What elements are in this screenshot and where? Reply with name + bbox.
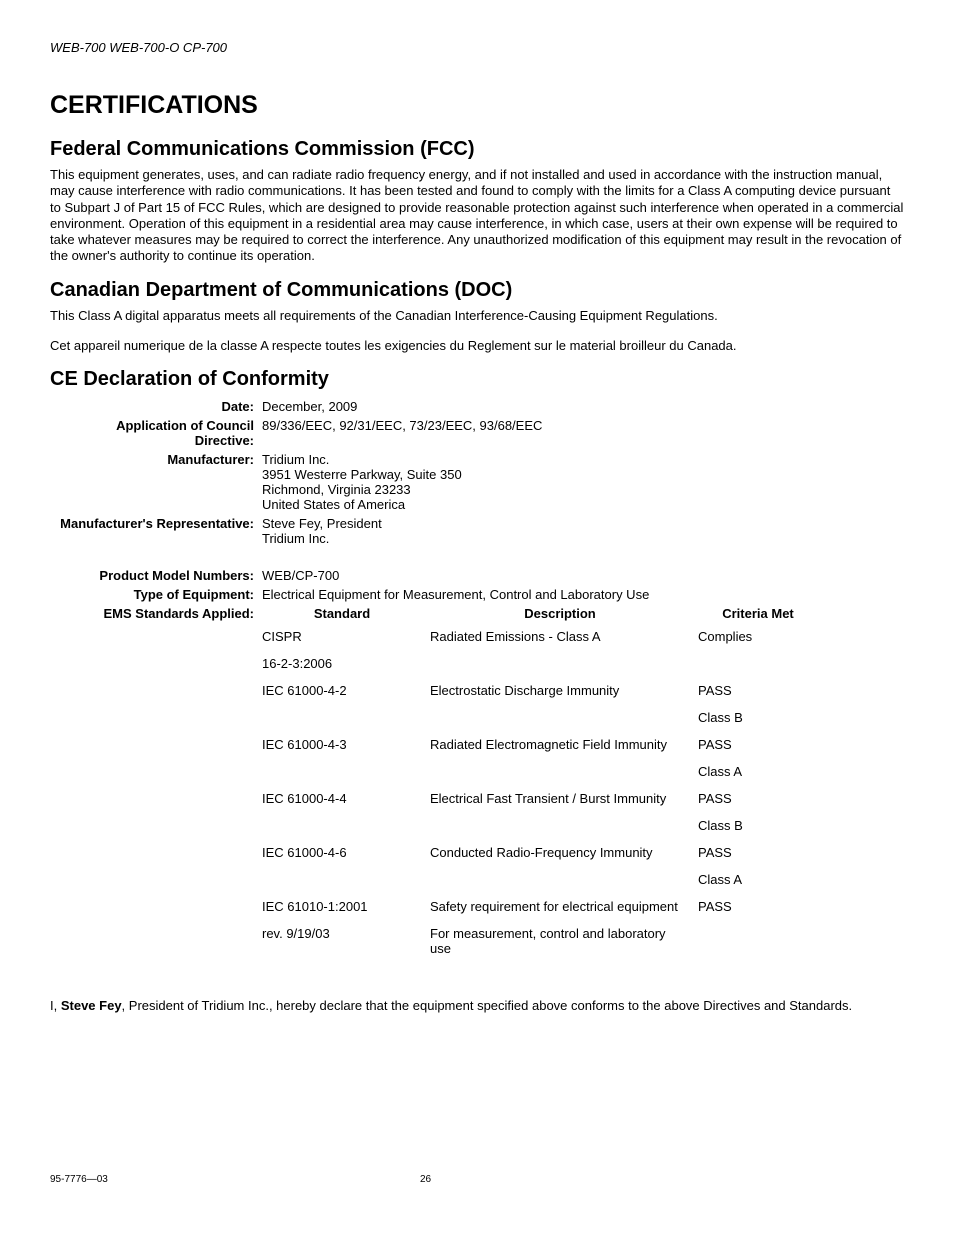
model-value: WEB/CP-700 xyxy=(258,566,822,585)
standards-row: IEC 61010-1:2001Safety requirement for e… xyxy=(50,893,822,920)
standards-row: Class A xyxy=(50,758,822,785)
criteria-cell xyxy=(694,920,822,962)
desc-cell xyxy=(426,758,694,785)
desc-cell xyxy=(426,866,694,893)
desc-cell: Conducted Radio-Frequency Immunity xyxy=(426,839,694,866)
decl-pre: I, xyxy=(50,998,61,1013)
model-label: Product Model Numbers: xyxy=(50,566,258,585)
app-value: 89/336/EEC, 92/31/EEC, 73/23/EEC, 93/68/… xyxy=(258,416,822,450)
std-cell xyxy=(258,866,426,893)
standards-row: Class A xyxy=(50,866,822,893)
desc-cell: For measurement, control and laboratory … xyxy=(426,920,694,962)
std-cell: IEC 61000-4-2 xyxy=(258,677,426,704)
criteria-cell: Class B xyxy=(694,704,822,731)
desc-cell: Radiated Electromagnetic Field Immunity xyxy=(426,731,694,758)
ce-declaration-table: Date: December, 2009 Application of Coun… xyxy=(50,397,822,962)
std-cell: rev. 9/19/03 xyxy=(258,920,426,962)
mfr-line2: 3951 Westerre Parkway, Suite 350 xyxy=(262,467,462,482)
page-footer: 95-7776—03 26 xyxy=(50,1174,904,1185)
doc-text-en: This Class A digital apparatus meets all… xyxy=(50,308,904,324)
decl-post: , President of Tridium Inc., hereby decl… xyxy=(122,998,853,1013)
standards-row: rev. 9/19/03For measurement, control and… xyxy=(50,920,822,962)
criteria-cell: PASS xyxy=(694,839,822,866)
date-value: December, 2009 xyxy=(258,397,822,416)
criteria-cell: PASS xyxy=(694,677,822,704)
std-cell: CISPR xyxy=(258,623,426,650)
rep-line1: Steve Fey, President xyxy=(262,516,382,531)
rep-line2: Tridium Inc. xyxy=(262,531,329,546)
mfr-label: Manufacturer: xyxy=(50,450,258,514)
standards-row: IEC 61000-4-6Conducted Radio-Frequency I… xyxy=(50,839,822,866)
declaration-statement: I, Steve Fey, President of Tridium Inc.,… xyxy=(50,998,904,1014)
desc-cell xyxy=(426,704,694,731)
std-cell xyxy=(258,812,426,839)
date-label: Date: xyxy=(50,397,258,416)
fcc-text: This equipment generates, uses, and can … xyxy=(50,167,904,265)
criteria-cell xyxy=(694,650,822,677)
std-cell xyxy=(258,704,426,731)
standards-row: IEC 61000-4-3Radiated Electromagnetic Fi… xyxy=(50,731,822,758)
page-header: WEB-700 WEB-700-O CP-700 xyxy=(50,40,904,55)
col-description: Description xyxy=(426,604,694,623)
std-cell: IEC 61000-4-6 xyxy=(258,839,426,866)
criteria-cell: Class A xyxy=(694,758,822,785)
std-cell: IEC 61010-1:2001 xyxy=(258,893,426,920)
standards-row: IEC 61000-4-2Electrostatic Discharge Imm… xyxy=(50,677,822,704)
rep-value: Steve Fey, President Tridium Inc. xyxy=(258,514,822,548)
std-cell: 16-2-3:2006 xyxy=(258,650,426,677)
col-standard: Standard xyxy=(258,604,426,623)
standards-row: Class B xyxy=(50,704,822,731)
criteria-cell: Class B xyxy=(694,812,822,839)
app-label: Application of Council Directive: xyxy=(50,416,258,450)
desc-cell xyxy=(426,650,694,677)
doc-heading: Canadian Department of Communications (D… xyxy=(50,279,904,302)
desc-cell: Safety requirement for electrical equipm… xyxy=(426,893,694,920)
std-cell: IEC 61000-4-4 xyxy=(258,785,426,812)
footer-page-number: 26 xyxy=(420,1174,431,1185)
type-label: Type of Equipment: xyxy=(50,585,258,604)
desc-cell: Electrical Fast Transient / Burst Immuni… xyxy=(426,785,694,812)
desc-cell xyxy=(426,812,694,839)
mfr-line3: Richmond, Virginia 23233 xyxy=(262,482,411,497)
ce-heading: CE Declaration of Conformity xyxy=(50,368,904,391)
criteria-cell: Complies xyxy=(694,623,822,650)
std-cell xyxy=(258,758,426,785)
fcc-heading: Federal Communications Commission (FCC) xyxy=(50,138,904,161)
col-criteria: Criteria Met xyxy=(694,604,822,623)
std-cell: IEC 61000-4-3 xyxy=(258,731,426,758)
rep-label: Manufacturer's Representative: xyxy=(50,514,258,548)
type-value: Electrical Equipment for Measurement, Co… xyxy=(258,585,822,604)
criteria-cell: PASS xyxy=(694,731,822,758)
decl-name: Steve Fey xyxy=(61,998,122,1013)
standards-row: 16-2-3:2006 xyxy=(50,650,822,677)
criteria-cell: PASS xyxy=(694,893,822,920)
standards-row: Class B xyxy=(50,812,822,839)
ems-label: EMS Standards Applied: xyxy=(50,604,258,623)
criteria-cell: Class A xyxy=(694,866,822,893)
footer-doc-number: 95-7776—03 xyxy=(50,1174,420,1185)
doc-text-fr: Cet appareil numerique de la classe A re… xyxy=(50,338,904,354)
standards-row: CISPRRadiated Emissions - Class AComplie… xyxy=(50,623,822,650)
standards-row: IEC 61000-4-4Electrical Fast Transient /… xyxy=(50,785,822,812)
page-title: CERTIFICATIONS xyxy=(50,91,904,120)
mfr-line4: United States of America xyxy=(262,497,405,512)
desc-cell: Electrostatic Discharge Immunity xyxy=(426,677,694,704)
mfr-line1: Tridium Inc. xyxy=(262,452,329,467)
mfr-value: Tridium Inc. 3951 Westerre Parkway, Suit… xyxy=(258,450,822,514)
criteria-cell: PASS xyxy=(694,785,822,812)
desc-cell: Radiated Emissions - Class A xyxy=(426,623,694,650)
